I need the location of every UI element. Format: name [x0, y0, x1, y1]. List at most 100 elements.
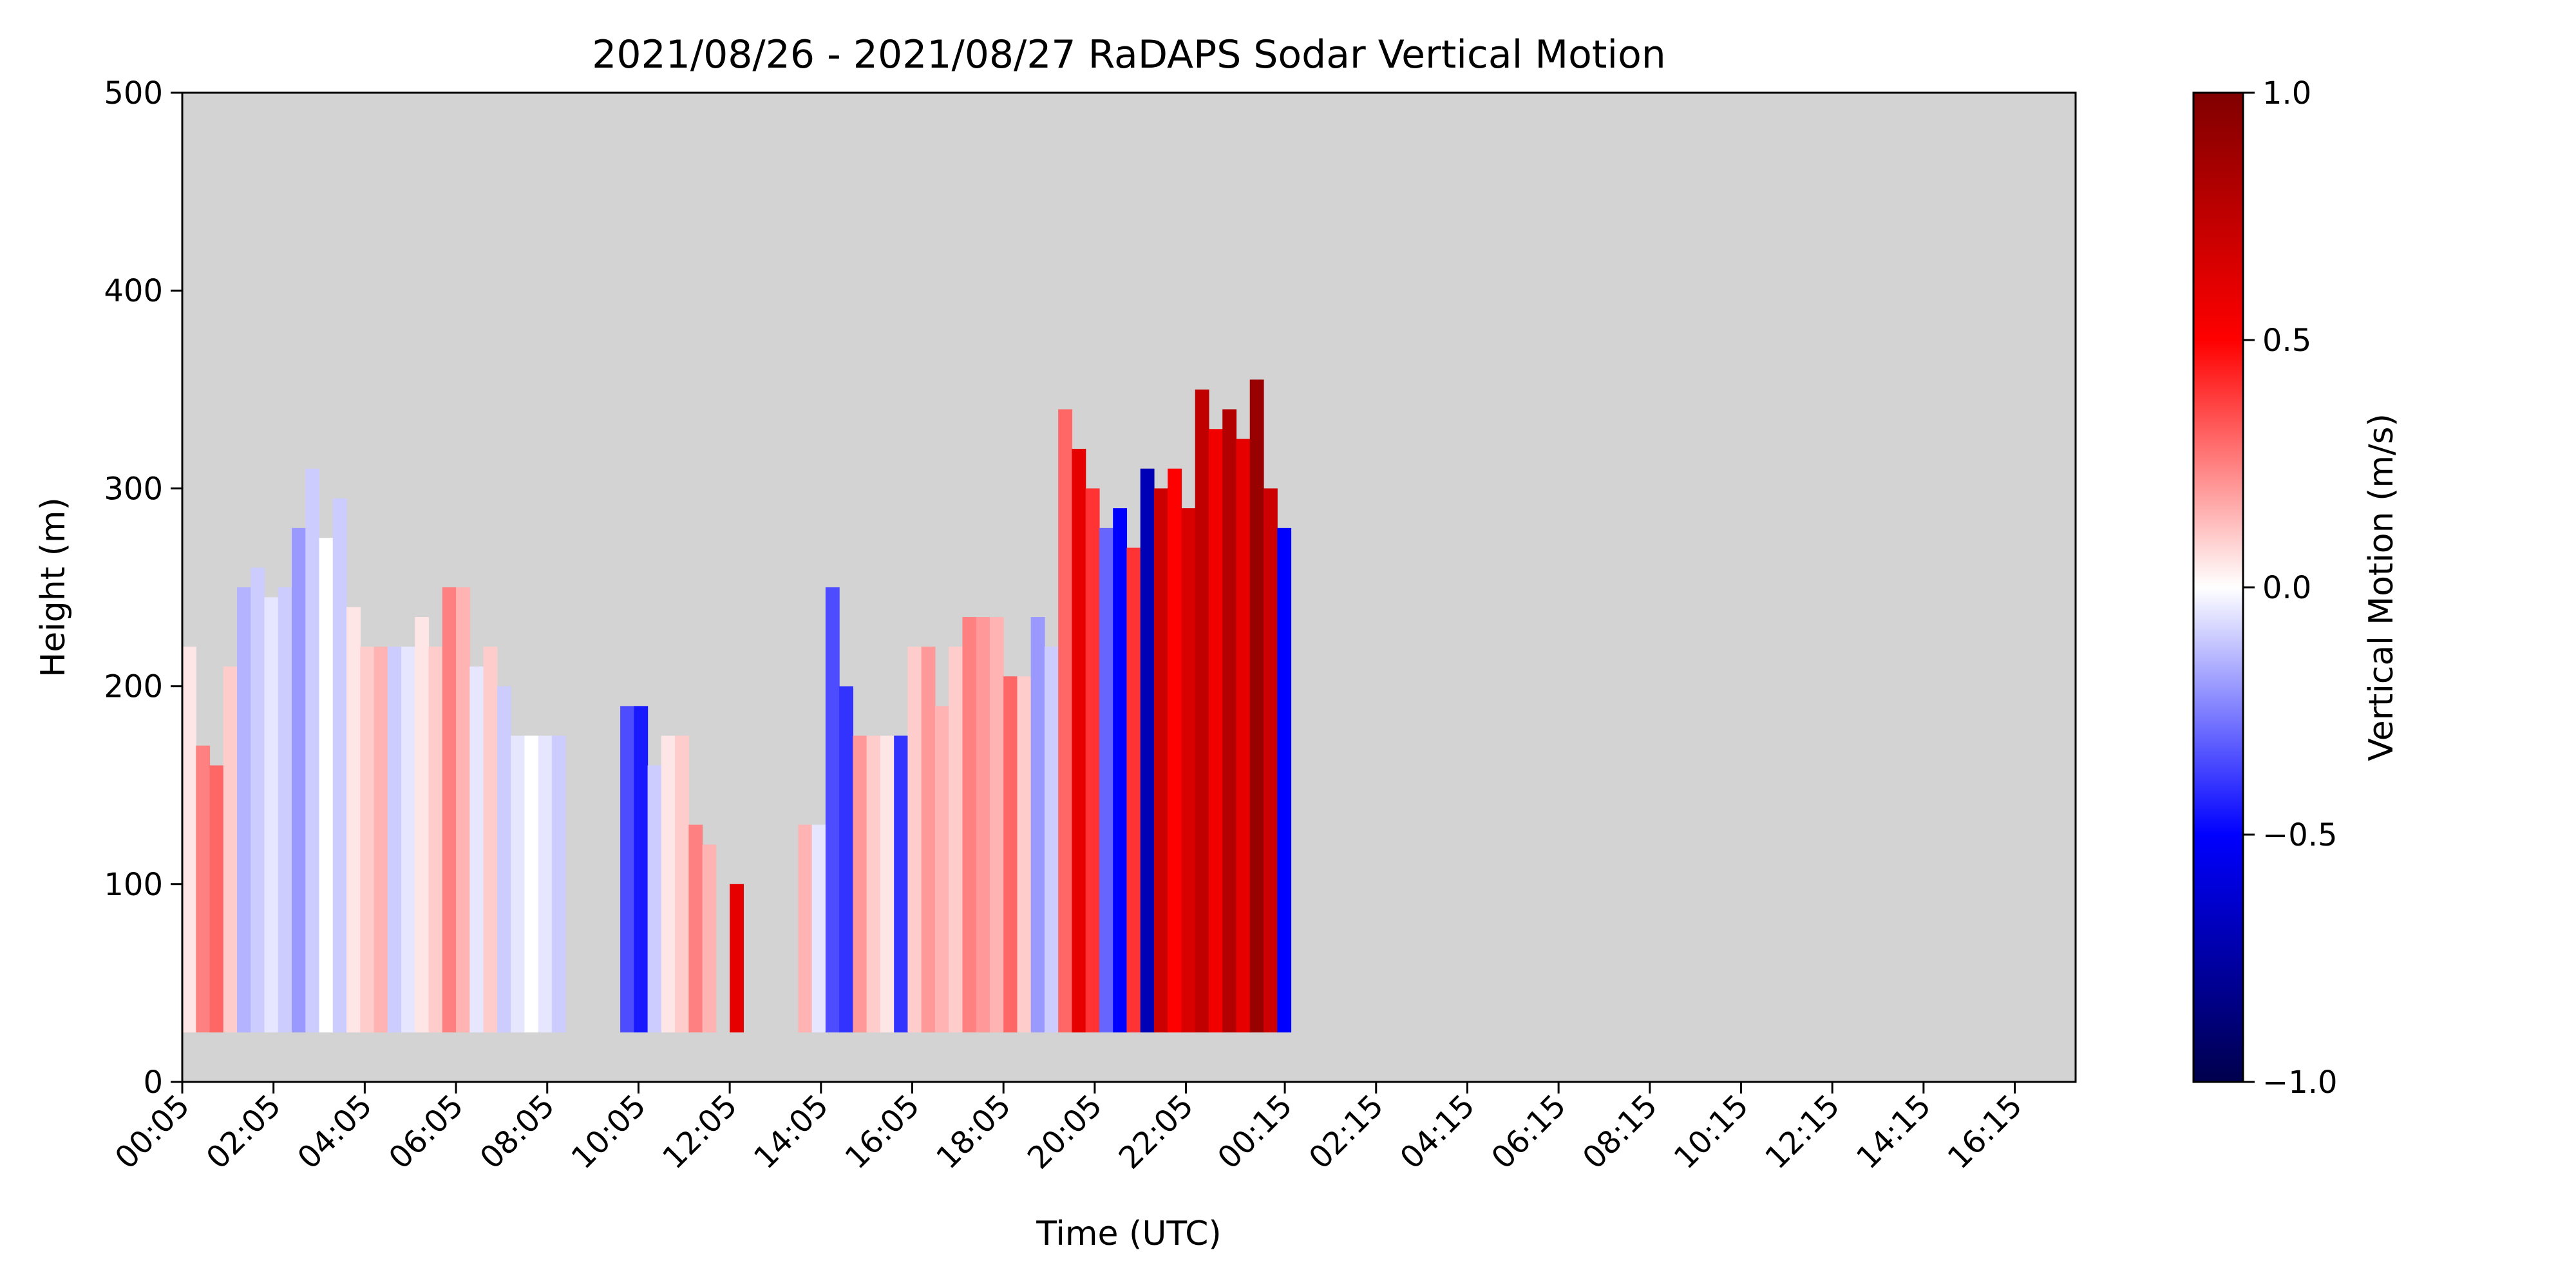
- heatmap-column: [661, 735, 676, 1033]
- heatmap-column: [524, 735, 539, 1033]
- heatmap-column: [853, 735, 867, 1033]
- heatmap-column: [1277, 527, 1292, 1033]
- heatmap-column: [825, 587, 840, 1033]
- heatmap-column: [1072, 448, 1086, 1033]
- heatmap-column: [949, 647, 963, 1033]
- heatmap-column: [196, 745, 211, 1033]
- chart-title: 2021/08/26 - 2021/08/27 RaDAPS Sodar Ver…: [592, 32, 1666, 77]
- x-axis: 00:05 02:05 04:05 06:05 08:05 10:05 12:05 14:05…: [108, 1082, 2029, 1176]
- heatmap-column: [469, 666, 484, 1033]
- heatmap-column: [415, 617, 430, 1033]
- x-tick-label: 16:05: [838, 1088, 927, 1176]
- heatmap-column: [1030, 617, 1045, 1033]
- heatmap-column: [934, 706, 949, 1033]
- heatmap-column: [1153, 488, 1168, 1033]
- heatmap-column: [551, 735, 566, 1033]
- y-tick-label: 200: [104, 669, 163, 705]
- x-tick-label: 08:05: [473, 1088, 562, 1176]
- heatmap-column: [538, 735, 553, 1033]
- x-tick-label: 14:15: [1850, 1088, 1938, 1176]
- heatmap-cells: [182, 379, 1292, 1033]
- heatmap-column: [1003, 676, 1018, 1033]
- heatmap-column: [1099, 527, 1113, 1033]
- heatmap-column: [647, 765, 662, 1033]
- heatmap-column: [811, 824, 826, 1033]
- heatmap-column: [1126, 547, 1141, 1033]
- heatmap-column: [1263, 488, 1278, 1033]
- heatmap-column: [1195, 389, 1209, 1033]
- heatmap-column: [387, 647, 402, 1033]
- x-tick-label: 02:05: [200, 1088, 288, 1176]
- heatmap-column: [866, 735, 881, 1033]
- heatmap-column: [688, 824, 703, 1033]
- x-tick-label: 00:15: [1211, 1088, 1299, 1176]
- heatmap-column: [976, 617, 990, 1033]
- heatmap-column: [278, 587, 292, 1033]
- heatmap-column: [237, 587, 251, 1033]
- heatmap-column: [921, 647, 936, 1033]
- colorbar-ticks: 1.0 0.5 0.0 −0.5 −1.0: [2243, 75, 2338, 1101]
- colorbar-tick-label: −0.5: [2262, 817, 2338, 853]
- heatmap-column: [332, 498, 347, 1033]
- x-tick-label: 20:05: [1021, 1088, 1109, 1176]
- heatmap-column: [894, 735, 909, 1033]
- y-tick-label: 0: [143, 1065, 163, 1101]
- heatmap-column: [1236, 439, 1251, 1033]
- heatmap-column: [1058, 409, 1073, 1033]
- y-axis: 0 100 200 300 400 500: [104, 75, 182, 1101]
- heatmap-column: [907, 647, 922, 1033]
- heatmap-column: [1085, 488, 1100, 1033]
- heatmap-column: [1113, 508, 1128, 1033]
- heatmap-column: [1222, 409, 1237, 1033]
- x-tick-label: 04:05: [290, 1088, 379, 1176]
- heatmap-column: [428, 647, 443, 1033]
- heatmap-column: [1181, 508, 1196, 1033]
- x-tick-label: 10:05: [565, 1088, 653, 1176]
- heatmap-column: [634, 706, 649, 1033]
- heatmap-column: [223, 666, 238, 1033]
- heatmap-column: [1140, 468, 1155, 1033]
- heatmap-column: [456, 587, 470, 1033]
- heatmap-column: [511, 735, 525, 1033]
- heatmap-column: [292, 527, 306, 1033]
- heatmap-column: [319, 538, 334, 1033]
- x-tick-label: 04:15: [1394, 1088, 1482, 1176]
- x-tick-label: 12:15: [1758, 1088, 1846, 1176]
- heatmap-column: [675, 735, 689, 1033]
- y-axis-label: Height (m): [34, 497, 73, 677]
- heatmap-column: [401, 647, 415, 1033]
- plot-frame: [181, 91, 2077, 1083]
- heatmap-column: [346, 607, 361, 1033]
- x-tick-label: 12:05: [656, 1088, 744, 1176]
- x-tick-label: 22:05: [1112, 1088, 1200, 1176]
- heatmap-column: [483, 647, 498, 1033]
- y-tick-label: 300: [104, 471, 163, 507]
- heatmap-column: [880, 735, 895, 1033]
- heatmap-column: [962, 617, 977, 1033]
- heatmap-column: [360, 647, 375, 1033]
- heatmap-column: [374, 647, 388, 1033]
- colorbar-tick-label: −1.0: [2262, 1065, 2338, 1101]
- x-tick-label: 08:15: [1576, 1088, 1664, 1176]
- x-tick-label: 02:15: [1302, 1088, 1390, 1176]
- heatmap-column: [182, 647, 196, 1033]
- colorbar: [2192, 91, 2244, 1083]
- heatmap-column: [1168, 468, 1182, 1033]
- heatmap-column: [702, 844, 717, 1033]
- x-tick-label: 00:05: [108, 1088, 196, 1176]
- heatmap-column: [209, 765, 224, 1033]
- heatmap-column: [305, 468, 320, 1033]
- heatmap-column: [839, 686, 853, 1033]
- heatmap-column: [264, 597, 279, 1033]
- y-tick-label: 500: [104, 75, 163, 111]
- colorbar-tick-label: 1.0: [2262, 75, 2311, 111]
- x-tick-label: 18:05: [929, 1088, 1018, 1176]
- x-tick-label: 10:15: [1667, 1088, 1756, 1176]
- heatmap-column: [620, 706, 634, 1033]
- heatmap-column: [798, 824, 813, 1033]
- heatmap-column: [251, 567, 265, 1033]
- colorbar-label: Vertical Motion (m/s): [2362, 413, 2401, 761]
- heatmap-column: [1044, 647, 1059, 1033]
- y-tick-label: 400: [104, 273, 163, 309]
